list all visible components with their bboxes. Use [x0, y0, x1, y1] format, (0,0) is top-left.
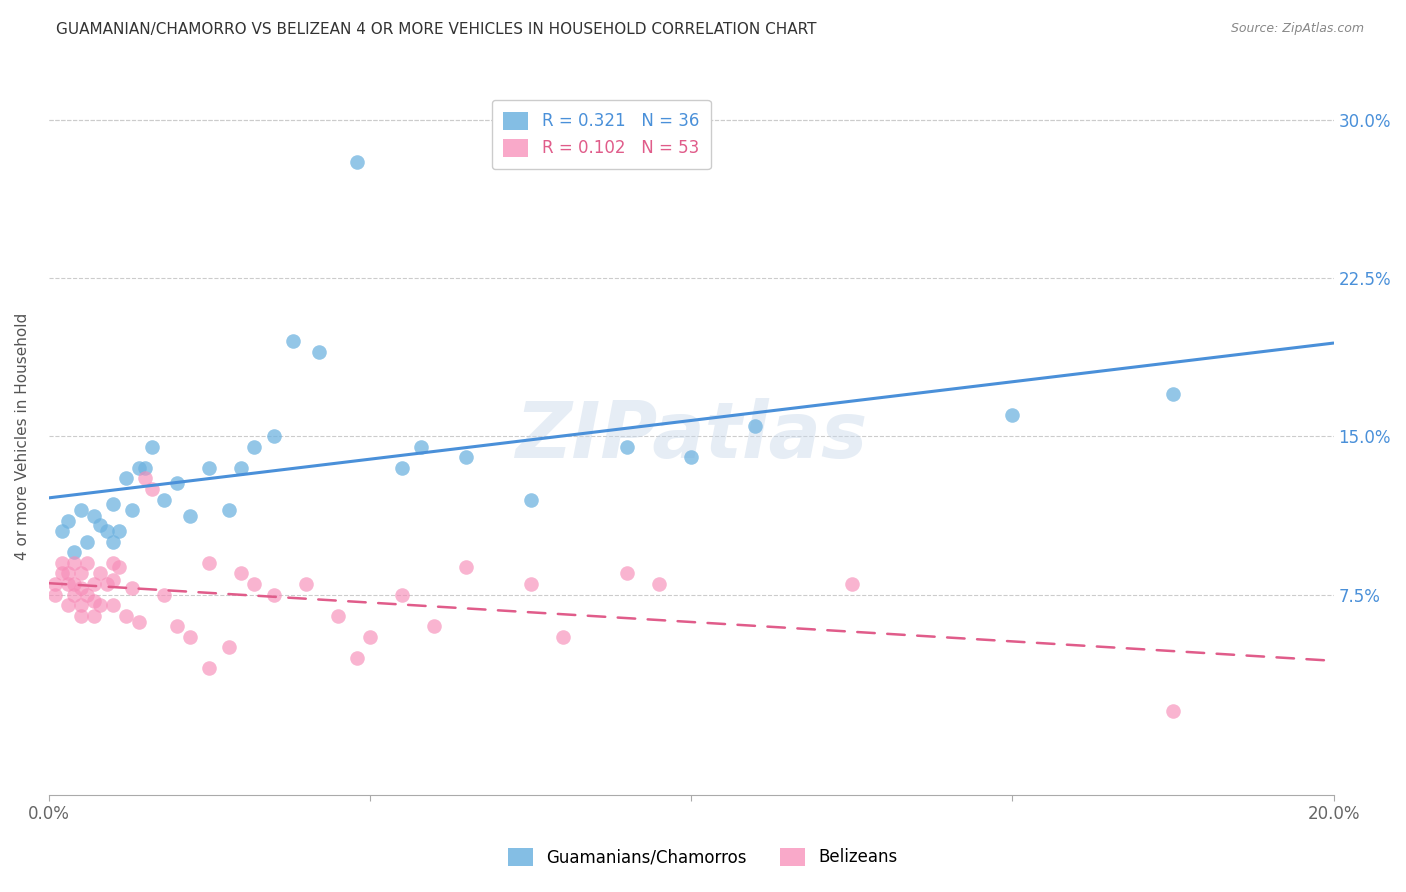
Point: [108, 560, 131, 574]
Point: [153, 588, 176, 602]
Text: Source: ZipAtlas.com: Source: ZipAtlas.com: [1230, 22, 1364, 36]
Point: [101, 556, 124, 570]
Point: [101, 598, 124, 612]
Point: [423, 619, 446, 633]
Point: [179, 630, 201, 644]
Point: [51, 524, 73, 539]
Point: [96, 577, 118, 591]
Point: [134, 471, 156, 485]
Point: [83, 608, 105, 623]
Point: [411, 440, 433, 454]
Point: [76, 588, 98, 602]
Point: [1001, 408, 1024, 422]
Point: [841, 577, 863, 591]
Point: [70, 598, 93, 612]
Point: [218, 640, 240, 655]
Point: [134, 461, 156, 475]
Point: [198, 556, 221, 570]
Point: [44, 577, 66, 591]
Point: [108, 524, 131, 539]
Point: [70, 566, 93, 581]
Point: [391, 461, 413, 475]
Point: [346, 154, 368, 169]
Point: [141, 440, 163, 454]
Point: [76, 556, 98, 570]
Point: [648, 577, 671, 591]
Point: [294, 577, 316, 591]
Legend: R = 0.321   N = 36, R = 0.102   N = 53: R = 0.321 N = 36, R = 0.102 N = 53: [492, 100, 710, 169]
Point: [243, 440, 266, 454]
Point: [76, 534, 98, 549]
Point: [551, 630, 574, 644]
Point: [56, 577, 79, 591]
Point: [63, 556, 86, 570]
Point: [83, 577, 105, 591]
Point: [456, 560, 478, 574]
Point: [128, 461, 150, 475]
Point: [166, 619, 188, 633]
Point: [141, 482, 163, 496]
Point: [166, 475, 188, 490]
Point: [281, 334, 304, 349]
Y-axis label: 4 or more Vehicles in Household: 4 or more Vehicles in Household: [15, 312, 30, 560]
Point: [179, 509, 201, 524]
Point: [359, 630, 381, 644]
Point: [326, 608, 349, 623]
Point: [1161, 704, 1184, 718]
Point: [70, 581, 93, 595]
Point: [56, 566, 79, 581]
Point: [681, 450, 703, 465]
Point: [101, 573, 124, 587]
Point: [83, 509, 105, 524]
Point: [391, 588, 413, 602]
Point: [519, 577, 541, 591]
Point: [231, 461, 253, 475]
Point: [121, 503, 143, 517]
Point: [56, 514, 79, 528]
Point: [616, 440, 638, 454]
Point: [114, 471, 136, 485]
Point: [243, 577, 266, 591]
Point: [218, 503, 240, 517]
Point: [56, 598, 79, 612]
Point: [70, 503, 93, 517]
Point: [83, 594, 105, 608]
Point: [308, 344, 330, 359]
Point: [101, 534, 124, 549]
Point: [63, 577, 86, 591]
Legend: Guamanians/Chamorros, Belizeans: Guamanians/Chamorros, Belizeans: [502, 841, 904, 873]
Point: [96, 524, 118, 539]
Point: [744, 418, 766, 433]
Text: ZIPatlas: ZIPatlas: [515, 398, 868, 475]
Point: [101, 497, 124, 511]
Point: [114, 608, 136, 623]
Point: [198, 461, 221, 475]
Point: [263, 588, 285, 602]
Point: [263, 429, 285, 443]
Point: [231, 566, 253, 581]
Point: [198, 661, 221, 675]
Point: [89, 598, 111, 612]
Point: [456, 450, 478, 465]
Point: [519, 492, 541, 507]
Text: GUAMANIAN/CHAMORRO VS BELIZEAN 4 OR MORE VEHICLES IN HOUSEHOLD CORRELATION CHART: GUAMANIAN/CHAMORRO VS BELIZEAN 4 OR MORE…: [56, 22, 817, 37]
Point: [51, 566, 73, 581]
Point: [51, 556, 73, 570]
Point: [153, 492, 176, 507]
Point: [616, 566, 638, 581]
Point: [128, 615, 150, 629]
Point: [63, 588, 86, 602]
Point: [44, 588, 66, 602]
Point: [89, 517, 111, 532]
Point: [70, 608, 93, 623]
Point: [63, 545, 86, 559]
Point: [121, 581, 143, 595]
Point: [346, 651, 368, 665]
Point: [89, 566, 111, 581]
Point: [1161, 387, 1184, 401]
